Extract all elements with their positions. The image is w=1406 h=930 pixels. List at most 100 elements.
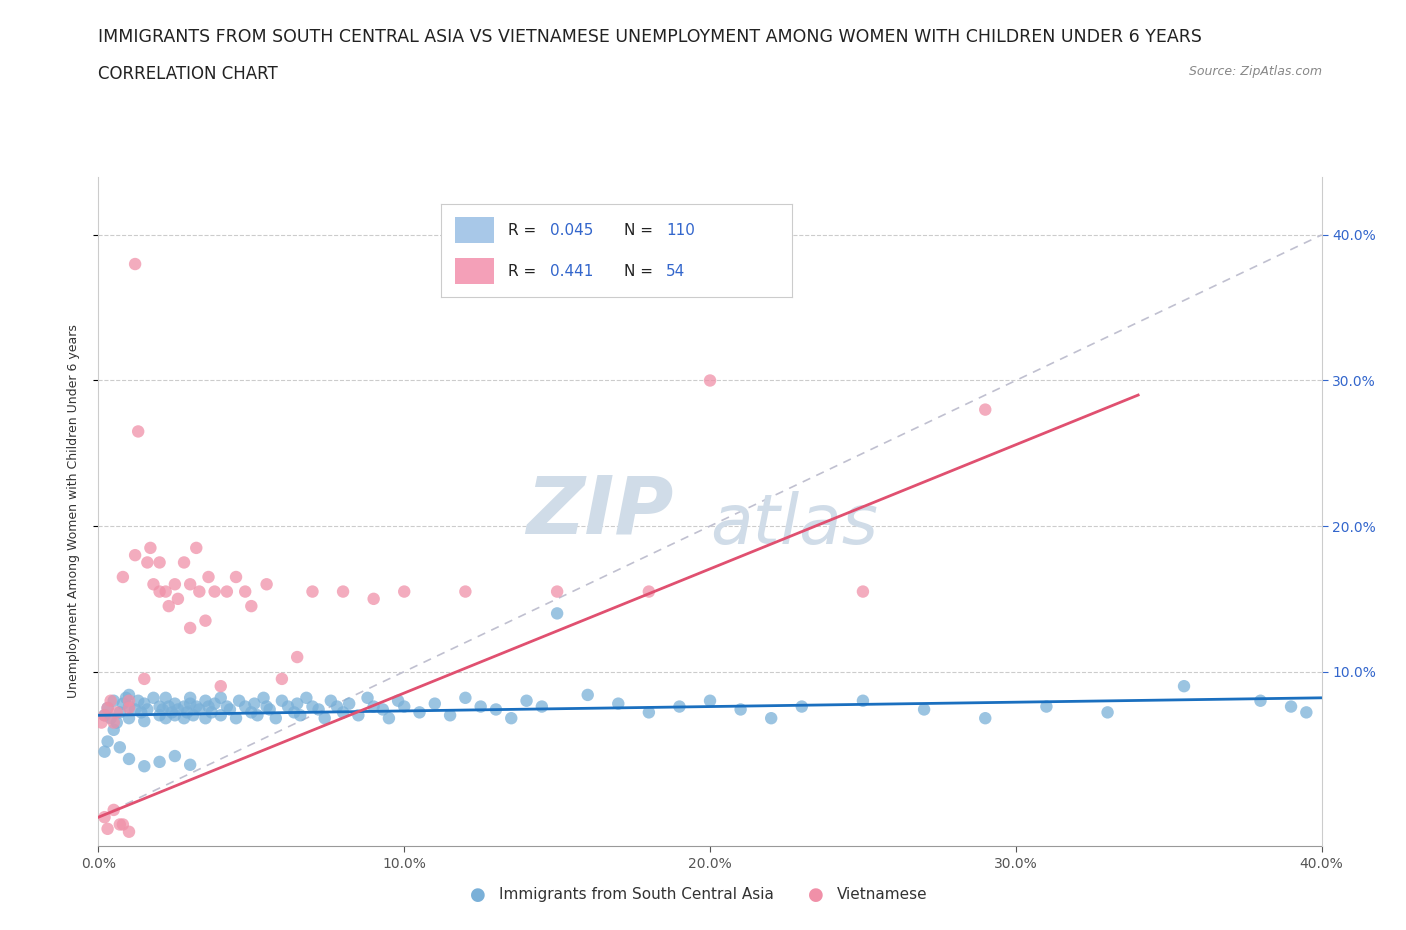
Point bbox=[152, 702, 174, 717]
Point bbox=[173, 555, 195, 570]
Point bbox=[256, 577, 278, 591]
Point bbox=[332, 584, 354, 599]
Point bbox=[111, 697, 134, 711]
Point bbox=[103, 803, 125, 817]
Point bbox=[454, 690, 477, 705]
Point bbox=[103, 693, 125, 708]
Point bbox=[105, 705, 128, 720]
Point bbox=[285, 697, 308, 711]
Point bbox=[233, 699, 256, 714]
Point bbox=[118, 693, 141, 708]
Point bbox=[163, 697, 186, 711]
Point bbox=[155, 690, 177, 705]
Point bbox=[730, 702, 752, 717]
Point bbox=[576, 687, 599, 702]
Text: 54: 54 bbox=[666, 264, 685, 279]
Point bbox=[852, 693, 875, 708]
Point bbox=[186, 699, 208, 714]
Point bbox=[408, 705, 430, 720]
Point bbox=[243, 697, 266, 711]
Point bbox=[233, 584, 256, 599]
Point bbox=[124, 548, 146, 563]
Point bbox=[326, 699, 349, 714]
Point bbox=[97, 700, 120, 715]
Point bbox=[1249, 693, 1271, 708]
Point bbox=[97, 700, 120, 715]
Point bbox=[194, 693, 217, 708]
Point bbox=[100, 711, 122, 725]
Point bbox=[111, 569, 134, 584]
Point bbox=[439, 708, 461, 723]
Point bbox=[188, 584, 211, 599]
Point bbox=[129, 705, 152, 720]
Point bbox=[103, 723, 125, 737]
Point bbox=[530, 699, 553, 714]
FancyBboxPatch shape bbox=[456, 259, 494, 285]
Point bbox=[246, 708, 269, 723]
Text: ●: ● bbox=[807, 885, 824, 904]
Point bbox=[105, 715, 128, 730]
Point bbox=[197, 569, 219, 584]
Point bbox=[111, 817, 134, 832]
Point bbox=[209, 708, 232, 723]
Point bbox=[136, 702, 159, 717]
Point bbox=[163, 577, 186, 591]
Point bbox=[204, 697, 226, 711]
Point bbox=[142, 690, 165, 705]
Point bbox=[118, 751, 141, 766]
Point bbox=[149, 555, 172, 570]
Point bbox=[118, 700, 141, 715]
Point bbox=[363, 699, 385, 714]
Point bbox=[118, 687, 141, 702]
Point bbox=[200, 705, 222, 720]
Point bbox=[97, 821, 120, 836]
Point bbox=[157, 699, 180, 714]
Point bbox=[176, 705, 198, 720]
Point bbox=[179, 690, 201, 705]
Point bbox=[270, 671, 292, 686]
FancyBboxPatch shape bbox=[456, 218, 494, 244]
Point bbox=[387, 693, 409, 708]
Point bbox=[134, 759, 156, 774]
Point bbox=[118, 699, 141, 714]
Point bbox=[134, 697, 156, 711]
Text: R =: R = bbox=[508, 223, 541, 238]
Point bbox=[93, 810, 115, 825]
Point bbox=[790, 699, 813, 714]
Point bbox=[127, 693, 149, 708]
Point bbox=[1295, 705, 1317, 720]
Point bbox=[179, 757, 201, 772]
Point bbox=[149, 584, 172, 599]
Text: Source: ZipAtlas.com: Source: ZipAtlas.com bbox=[1188, 65, 1322, 78]
Point bbox=[270, 693, 292, 708]
Point bbox=[1097, 705, 1119, 720]
Point bbox=[314, 711, 336, 725]
Point bbox=[179, 697, 201, 711]
Text: N =: N = bbox=[624, 264, 658, 279]
Point bbox=[285, 650, 308, 665]
Point bbox=[163, 708, 186, 723]
Point bbox=[209, 679, 232, 694]
Point bbox=[108, 740, 131, 755]
Point bbox=[759, 711, 782, 725]
Point bbox=[179, 577, 201, 591]
Point bbox=[332, 705, 354, 720]
Point bbox=[225, 569, 247, 584]
Point bbox=[240, 599, 263, 614]
Point bbox=[93, 744, 115, 759]
Point bbox=[290, 708, 312, 723]
Point bbox=[124, 702, 146, 717]
Point bbox=[160, 705, 183, 720]
Point bbox=[668, 699, 690, 714]
Y-axis label: Unemployment Among Women with Children Under 6 years: Unemployment Among Women with Children U… bbox=[67, 325, 80, 698]
Point bbox=[225, 711, 247, 725]
Point bbox=[194, 613, 217, 628]
Point bbox=[142, 577, 165, 591]
Point bbox=[516, 693, 538, 708]
Point bbox=[124, 257, 146, 272]
Point bbox=[134, 671, 156, 686]
Point bbox=[100, 693, 122, 708]
Point bbox=[197, 699, 219, 714]
Point bbox=[378, 711, 401, 725]
Point bbox=[228, 693, 250, 708]
